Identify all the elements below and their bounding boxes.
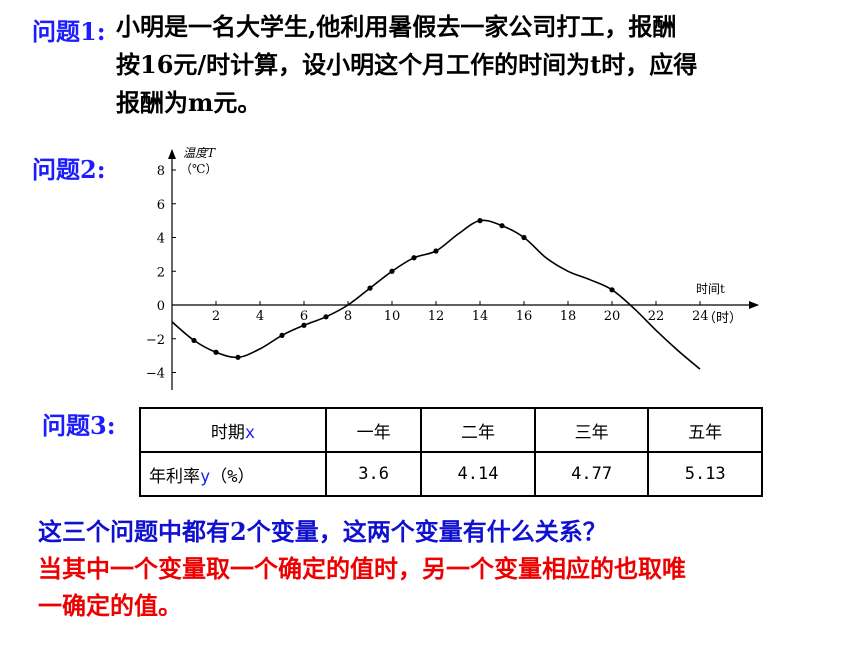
summary-answer-line-2: 一确定的值。 [38,591,182,620]
y-tick-label: 8 [157,164,165,179]
data-point [279,332,285,338]
data-point [301,322,307,328]
row-unit: （%） [210,466,255,487]
table-cell: 5.13 [647,451,763,497]
data-point [323,314,329,320]
data-point [477,218,483,224]
question3-label: 问题3: [42,411,116,440]
x-tick-label: 2 [212,309,220,324]
question1-line-2: 按16元/时计算，设小明这个月工作的时间为t时，应得 [116,50,698,79]
table-cell: 3.6 [324,451,423,497]
question1-text: 小明是一名大学生,他利用暑假去一家公司打工，报酬 按16元/时计算，设小明这个月… [116,8,697,122]
summary-answer-line-1: 当其中一个变量取一个确定的值时，另一个变量相应的也取唯 [38,554,686,583]
question1-line-1: 小明是一名大学生,他利用暑假去一家公司打工，报酬 [116,12,677,41]
x-tick-label: 12 [428,309,445,324]
y-tick-label: 0 [157,299,165,314]
x-axis-unit: （时） [703,311,742,326]
table-column-header: 三年 [533,407,650,453]
y-tick-label: 6 [157,198,165,213]
data-point [433,248,439,254]
x-tick-label: 16 [516,309,533,324]
temperature-curve [171,219,701,370]
data-point [191,337,197,344]
table-header-cell: 时期x [139,407,327,453]
data-point [367,285,373,291]
header-label: 时期 [210,422,245,443]
data-point [521,234,527,241]
table-column-header: 二年 [420,407,536,453]
data-point [499,223,505,229]
x-tick-label: 18 [560,309,577,324]
x-axis-title: 时间t [696,282,725,296]
interest-rate-table: 时期x 一年 二年 三年 五年 年利率y（%） 3.6 4.14 4.77 5.… [139,407,763,497]
data-point [389,268,395,274]
y-tick-label: −4 [146,367,165,382]
data-point [411,255,417,261]
table-column-header: 五年 [647,407,763,453]
table-cell: 4.77 [533,451,650,497]
x-tick-label: 10 [384,309,401,324]
table-cell: 4.14 [420,451,536,497]
y-axis-title: 温度T [183,146,216,160]
y-axis-unit: （℃） [180,162,217,176]
row-var: y [200,466,211,487]
y-tick-label: 2 [157,265,165,280]
x-tick-label: 20 [604,309,621,324]
y-tick-label: −2 [146,333,165,348]
row-label: 年利率 [149,466,200,487]
x-tick-label: 24 [692,309,709,324]
question1-label: 问题1: [32,17,106,46]
table-row: 年利率y（%） 3.6 4.14 4.77 5.13 [139,451,763,497]
data-point [609,287,615,293]
x-tick-label: 14 [472,309,489,324]
table-row: 时期x 一年 二年 三年 五年 [139,407,763,453]
y-tick-label: 4 [157,232,165,247]
x-tick-label: 8 [344,309,352,324]
x-tick-label: 22 [648,309,665,324]
header-var: x [244,422,256,443]
question1-line-3: 报酬为m元。 [116,88,262,117]
x-tick-label: 4 [256,309,264,324]
summary-question: 这三个问题中都有2个变量，这两个变量有什么关系？ [38,517,607,546]
question2-label: 问题2: [32,155,106,184]
table-row-header: 年利率y（%） [139,451,327,497]
data-point [213,349,219,355]
x-tick-label: 6 [300,309,308,324]
data-point [235,354,241,360]
table-column-header: 一年 [324,407,423,453]
